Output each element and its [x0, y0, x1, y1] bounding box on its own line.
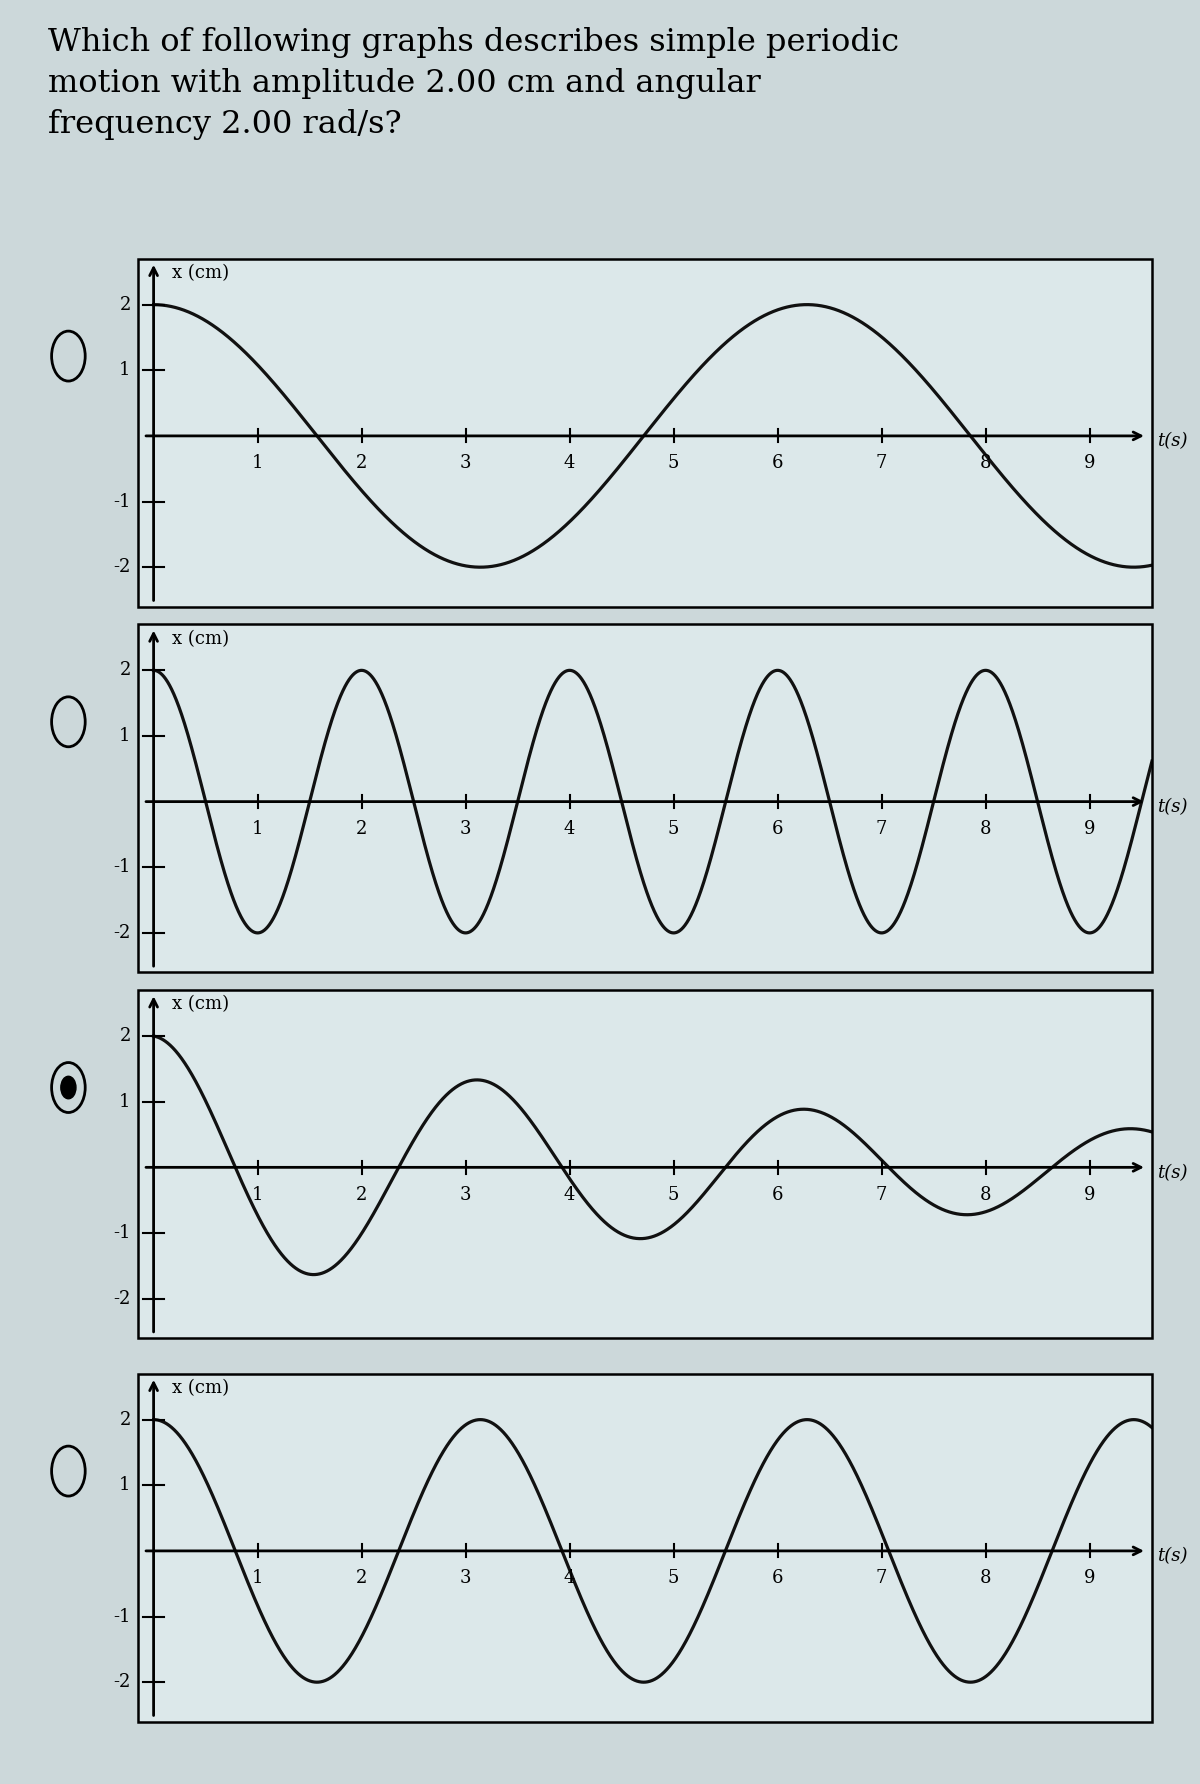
Text: 5: 5: [668, 1570, 679, 1588]
Text: 1: 1: [252, 821, 263, 838]
Text: 2: 2: [356, 455, 367, 473]
Text: -2: -2: [113, 558, 131, 576]
Text: frequency 2.00 rad/s?: frequency 2.00 rad/s?: [48, 109, 402, 139]
Text: Which of following graphs describes simple periodic: Which of following graphs describes simp…: [48, 27, 899, 57]
Text: x (cm): x (cm): [173, 630, 229, 648]
Text: 7: 7: [876, 1570, 887, 1588]
Text: t(s): t(s): [1157, 797, 1188, 815]
Text: 8: 8: [980, 455, 991, 473]
Text: t(s): t(s): [1157, 432, 1188, 450]
Text: 4: 4: [564, 1570, 575, 1588]
Text: -2: -2: [113, 1290, 131, 1308]
Text: 9: 9: [1084, 821, 1096, 838]
Text: 4: 4: [564, 455, 575, 473]
Text: x (cm): x (cm): [173, 995, 229, 1013]
Text: 1: 1: [119, 1094, 131, 1111]
Text: 1: 1: [252, 1186, 263, 1204]
Text: -1: -1: [113, 1607, 131, 1625]
Text: 6: 6: [772, 455, 784, 473]
Text: -1: -1: [113, 492, 131, 510]
Text: 2: 2: [119, 1028, 131, 1045]
Text: 2: 2: [119, 662, 131, 680]
Text: 9: 9: [1084, 1570, 1096, 1588]
Text: 7: 7: [876, 1186, 887, 1204]
Text: 5: 5: [668, 1186, 679, 1204]
Text: 5: 5: [668, 821, 679, 838]
Text: x (cm): x (cm): [173, 264, 229, 282]
Text: 6: 6: [772, 821, 784, 838]
Text: 4: 4: [564, 821, 575, 838]
Text: 9: 9: [1084, 455, 1096, 473]
Text: 6: 6: [772, 1186, 784, 1204]
Text: 3: 3: [460, 821, 472, 838]
Text: 2: 2: [119, 1411, 131, 1429]
Text: 3: 3: [460, 1186, 472, 1204]
Text: 1: 1: [119, 728, 131, 746]
Text: 1: 1: [252, 1570, 263, 1588]
Text: -2: -2: [113, 1673, 131, 1691]
Text: 5: 5: [668, 455, 679, 473]
Text: 9: 9: [1084, 1186, 1096, 1204]
Text: 2: 2: [356, 1186, 367, 1204]
Text: 3: 3: [460, 455, 472, 473]
Text: 2: 2: [356, 1570, 367, 1588]
Text: t(s): t(s): [1157, 1547, 1188, 1565]
Text: 6: 6: [772, 1570, 784, 1588]
Text: 8: 8: [980, 1186, 991, 1204]
Text: 7: 7: [876, 455, 887, 473]
Text: 7: 7: [876, 821, 887, 838]
Text: 8: 8: [980, 1570, 991, 1588]
Text: 8: 8: [980, 821, 991, 838]
Text: 2: 2: [119, 296, 131, 314]
Text: t(s): t(s): [1157, 1163, 1188, 1181]
Text: 1: 1: [119, 1477, 131, 1495]
Text: -2: -2: [113, 924, 131, 942]
Text: 4: 4: [564, 1186, 575, 1204]
Text: -1: -1: [113, 1224, 131, 1242]
Text: 1: 1: [119, 362, 131, 380]
Text: -1: -1: [113, 858, 131, 876]
Text: motion with amplitude 2.00 cm and angular: motion with amplitude 2.00 cm and angula…: [48, 68, 761, 98]
Text: x (cm): x (cm): [173, 1379, 229, 1397]
Text: 1: 1: [252, 455, 263, 473]
Text: 2: 2: [356, 821, 367, 838]
Text: 3: 3: [460, 1570, 472, 1588]
